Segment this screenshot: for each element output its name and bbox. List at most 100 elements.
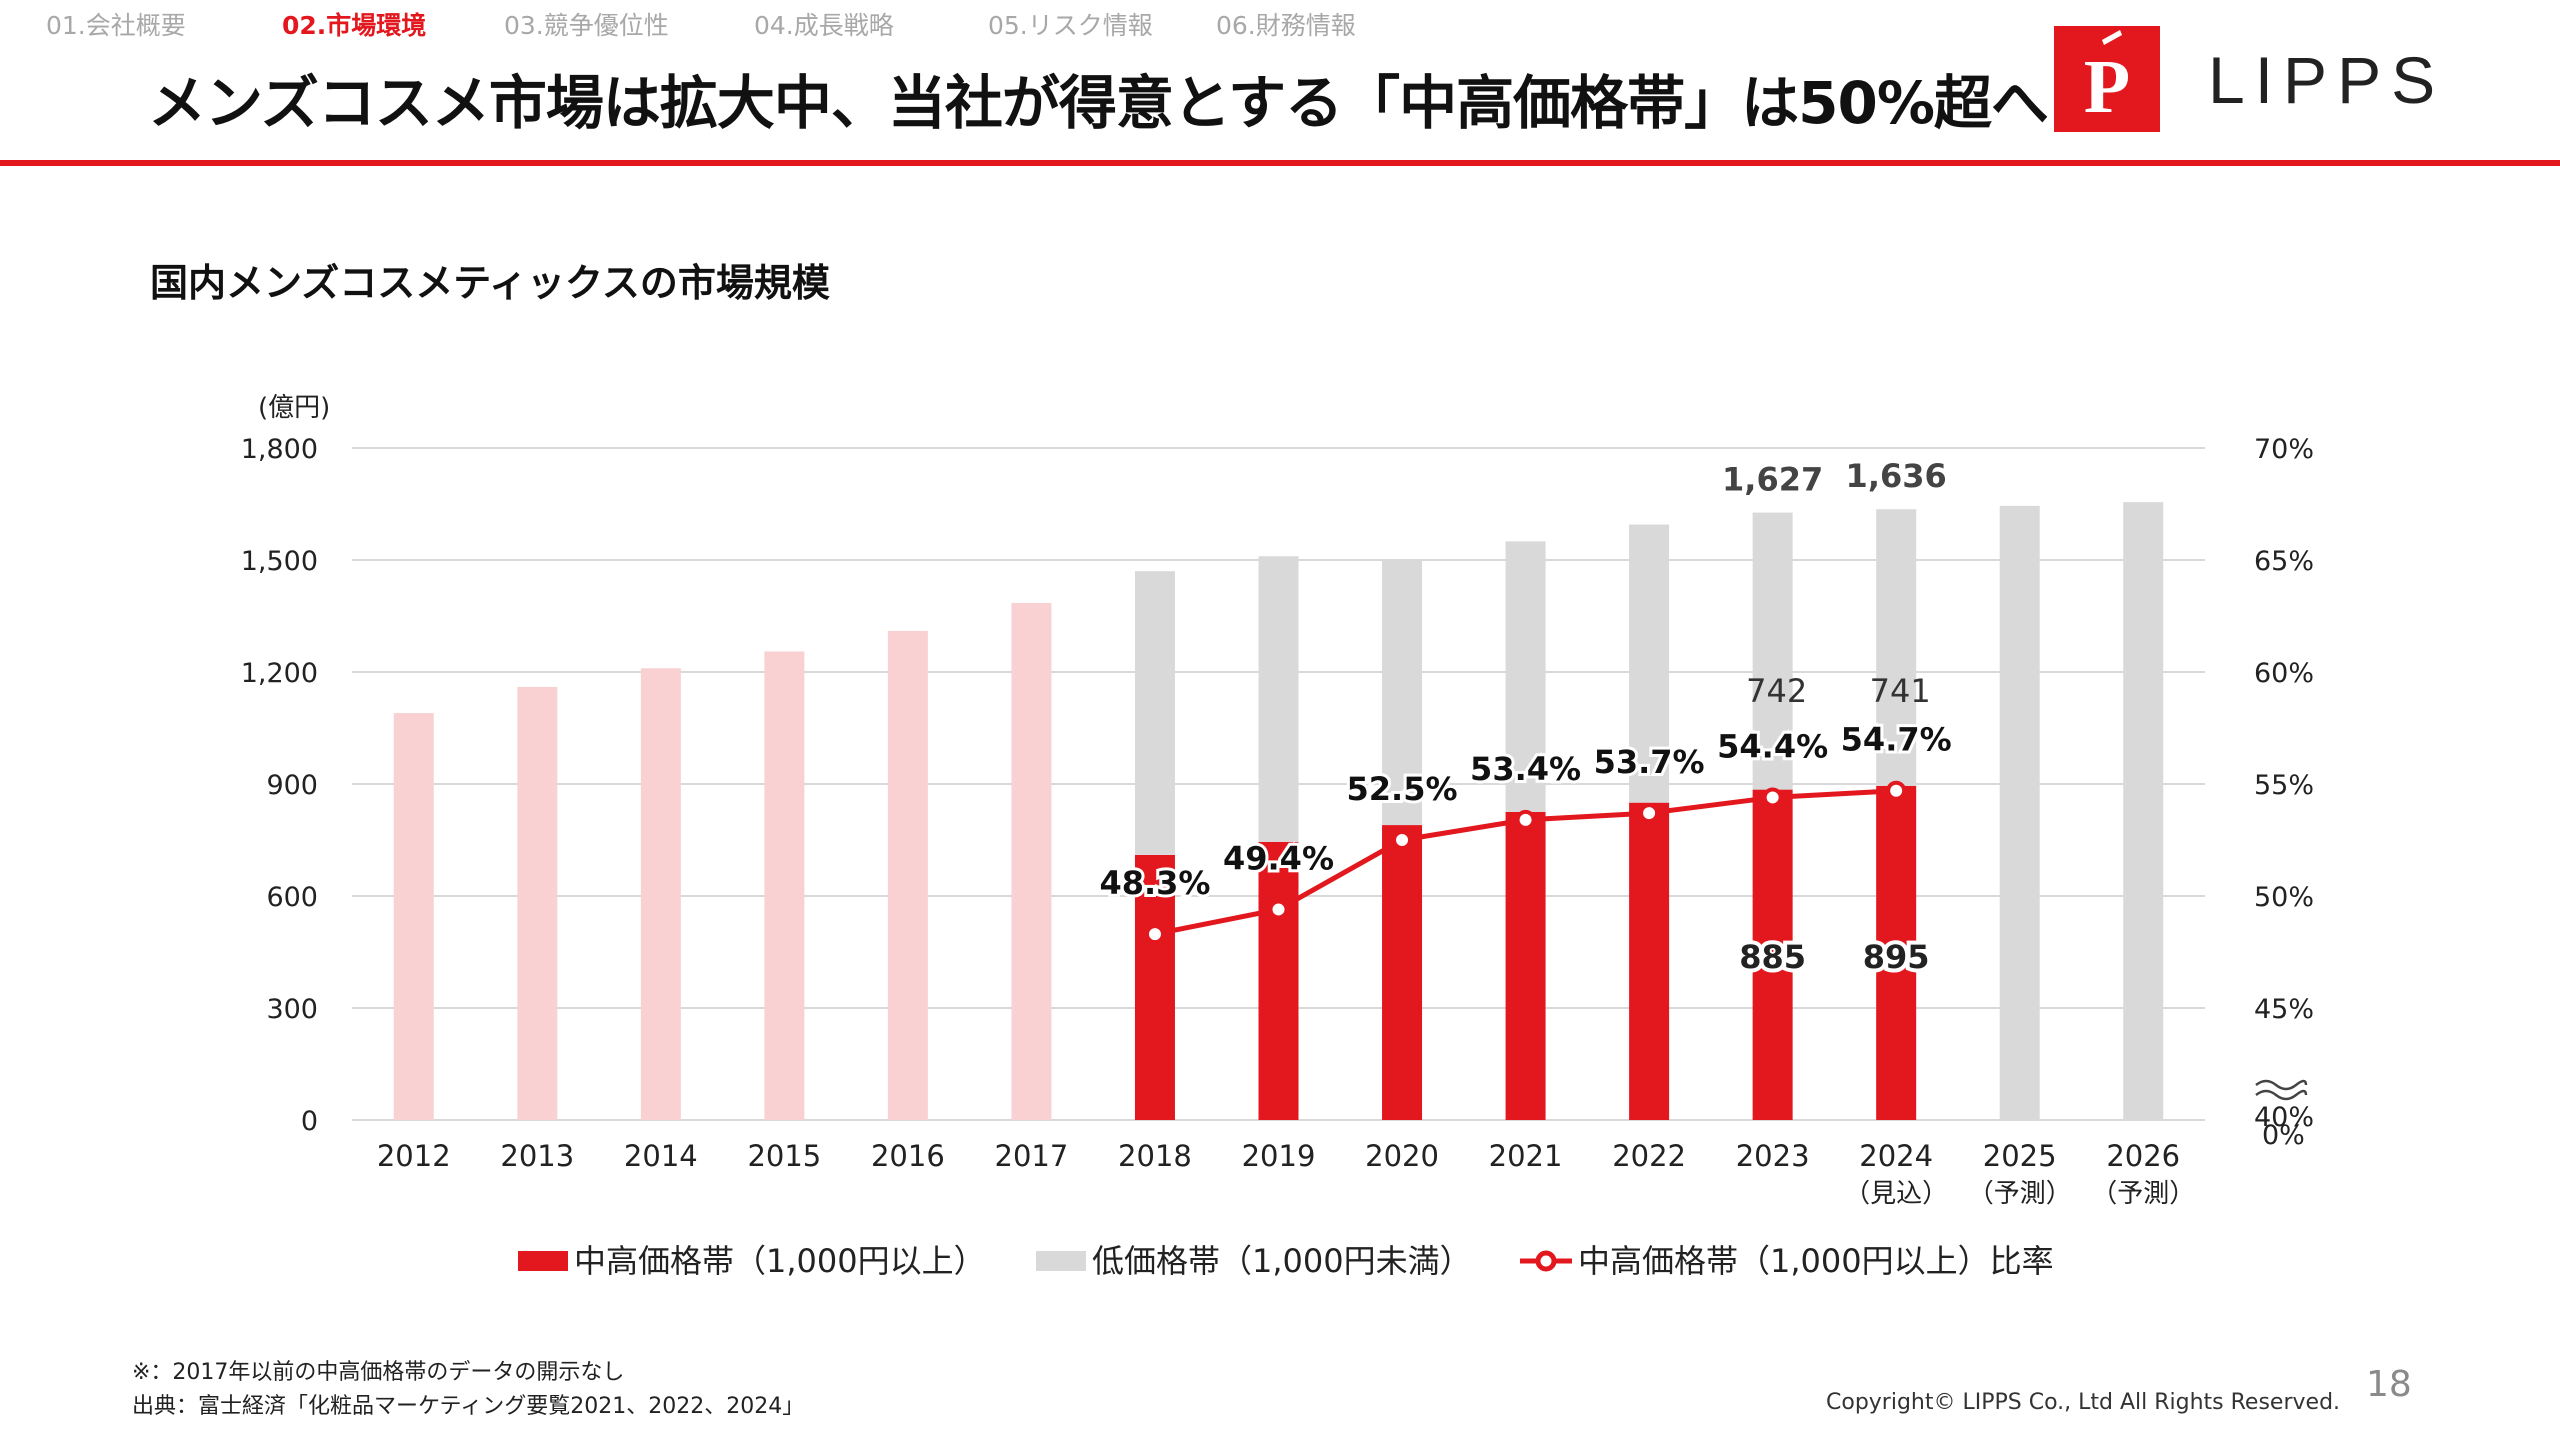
logo-wordmark: LIPPS xyxy=(2208,43,2446,117)
bar-total xyxy=(1011,602,1052,1120)
bar-total xyxy=(887,630,928,1120)
y2-tick-label: 65% xyxy=(2254,546,2314,577)
x-tick-label: 2012 xyxy=(377,1139,451,1173)
ratio-point xyxy=(1886,780,1907,801)
x-tick-label: 2015 xyxy=(747,1139,821,1173)
nav-item-finance[interactable]: 06.財務情報 xyxy=(1216,11,1356,40)
bar-high-price xyxy=(1876,785,1917,1120)
x-tick-sublabel: （予測） xyxy=(2091,1179,2195,1209)
ratio-data-label: 53.4% xyxy=(1470,750,1581,788)
bar-layer xyxy=(393,502,2164,1121)
ratio-data-label: 48.3% xyxy=(1099,864,1210,902)
y2-tick-label: 45% xyxy=(2254,994,2314,1025)
x-tick-label: 2020 xyxy=(1365,1139,1439,1173)
y2-tick-label: 70% xyxy=(2254,434,2314,465)
footnote: ※：2017年以前の中高価格帯のデータの開示なし xyxy=(132,1360,625,1385)
ratio-data-label: 53.7% xyxy=(1594,743,1705,781)
ratio-data-label: 54.7% xyxy=(1841,721,1952,759)
bar-total xyxy=(517,686,558,1120)
axis-layer: 0 300 45% 600 50% 900 55% 1,200 60% 1,500 65% 1,800… xyxy=(241,393,2314,1209)
x-tick-sublabel: （見込） xyxy=(1844,1179,1948,1209)
nav-item-growth[interactable]: 04.成長戦略 xyxy=(754,11,894,40)
bar-low-price xyxy=(2123,502,2164,1121)
logo-mark: P xyxy=(2054,26,2160,132)
label-layer: 48.3% 49.4% 52.5% 53.4% 53.7% 54.4% 54.7% 1,627… xyxy=(1096,457,1954,980)
ratio-point xyxy=(1392,830,1413,850)
ratio-data-label: 54.4% xyxy=(1717,727,1828,765)
y-tick-label: 300 xyxy=(266,994,318,1025)
bar-low-price xyxy=(1999,505,2040,1120)
nav-item-competitive[interactable]: 03.競争優位性 xyxy=(504,11,669,40)
bar-total xyxy=(764,651,805,1120)
legend-swatch-ratio xyxy=(1520,1250,1572,1272)
market-size-chart: 48.3% 49.4% 52.5% 53.4% 53.7% 54.4% 54.7% 1,627… xyxy=(241,393,2314,1209)
line-layer xyxy=(1144,780,1907,945)
ratio-point xyxy=(1268,899,1289,920)
header-divider xyxy=(0,160,2560,166)
ratio-data-label: 49.4% xyxy=(1223,839,1334,877)
x-tick-sublabel: （予測） xyxy=(1968,1179,2072,1209)
logo-mark-letter: P xyxy=(2084,45,2130,129)
ratio-data-label: 52.5% xyxy=(1347,770,1458,808)
axis-break-icon xyxy=(2255,1079,2308,1101)
total-data-label: 1,627 xyxy=(1722,461,1823,499)
bar-low-price xyxy=(1629,524,1670,803)
low-segment-label: 742 xyxy=(1746,672,1807,710)
x-tick-label: 2024 xyxy=(1859,1139,1933,1173)
y2-tick-label-zero: 0% xyxy=(2262,1120,2305,1151)
x-tick-label: 2022 xyxy=(1612,1139,1686,1173)
axis-break-stroke xyxy=(2255,1089,2308,1101)
bar-low-price xyxy=(1752,512,1793,790)
chart-title: 国内メンズコスメティックスの市場規模 xyxy=(150,261,830,305)
y-tick-label: 0 xyxy=(301,1106,318,1137)
x-tick-label: 2018 xyxy=(1118,1139,1192,1173)
ratio-point xyxy=(1762,787,1783,808)
ratio-point xyxy=(1639,803,1660,824)
nav-item-risk[interactable]: 05.リスク情報 xyxy=(988,11,1153,40)
page-title: メンズコスメ市場は拡大中、当社が得意とする「中高価格帯」は50%超へ xyxy=(148,69,2049,137)
y-tick-label: 1,500 xyxy=(241,546,318,577)
logo-accent-shape xyxy=(2102,30,2122,45)
source-note: 出典：富士経済「化粧品マーケティング要覧2021、2022、2024」 xyxy=(132,1394,805,1419)
y-tick-label: 600 xyxy=(266,882,318,913)
legend-swatch-low xyxy=(1036,1251,1086,1271)
nav-item-company[interactable]: 01.会社概要 xyxy=(46,11,186,40)
copyright: Copyright© LIPPS Co., Ltd All Rights Res… xyxy=(1826,1390,2341,1415)
bar-high-price xyxy=(1258,841,1299,1120)
bar-low-price xyxy=(1382,559,1423,826)
bar-total xyxy=(640,668,681,1120)
y-tick-label: 900 xyxy=(266,770,318,801)
x-tick-label: 2017 xyxy=(995,1139,1069,1173)
legend-label-low: 低価格帯（1,000円未満） xyxy=(1092,1242,1472,1280)
x-tick-label: 2021 xyxy=(1489,1139,1563,1173)
x-tick-label: 2019 xyxy=(1242,1139,1316,1173)
ratio-point xyxy=(1515,809,1536,830)
nav-item-market[interactable]: 02.市場環境 xyxy=(282,11,427,40)
legend-label-high: 中高価格帯（1,000円以上） xyxy=(574,1242,986,1280)
bar-high-price xyxy=(1382,825,1423,1120)
x-tick-label: 2023 xyxy=(1736,1139,1810,1173)
axis-break-stroke xyxy=(2255,1079,2308,1091)
bar-high-price xyxy=(1134,854,1175,1120)
high-segment-label: 895 xyxy=(1863,938,1930,976)
y2-tick-label: 55% xyxy=(2254,770,2314,801)
bar-high-price xyxy=(1752,789,1793,1120)
bar-total xyxy=(393,713,434,1120)
bar-high-price xyxy=(1505,812,1546,1120)
y2-tick-label: 40% xyxy=(2254,1102,2314,1133)
y2-tick-label: 50% xyxy=(2254,882,2314,913)
bar-low-price xyxy=(1505,541,1546,812)
total-data-label: 1,636 xyxy=(1846,457,1947,495)
page-number: 18 xyxy=(2366,1364,2412,1405)
y2-tick-label: 60% xyxy=(2254,658,2314,689)
logo-p-icon: P xyxy=(2084,30,2130,129)
x-tick-label: 2025 xyxy=(1983,1139,2057,1173)
ratio-point xyxy=(1144,924,1165,945)
x-tick-label: 2014 xyxy=(624,1139,698,1173)
y-tick-label: 1,200 xyxy=(241,658,318,689)
legend-swatch-high xyxy=(518,1251,568,1271)
y-axis-unit: (億円) xyxy=(258,393,330,423)
bar-low-price xyxy=(1134,571,1175,855)
y-tick-label: 1,800 xyxy=(241,434,318,465)
x-tick-label: 2026 xyxy=(2106,1139,2180,1173)
